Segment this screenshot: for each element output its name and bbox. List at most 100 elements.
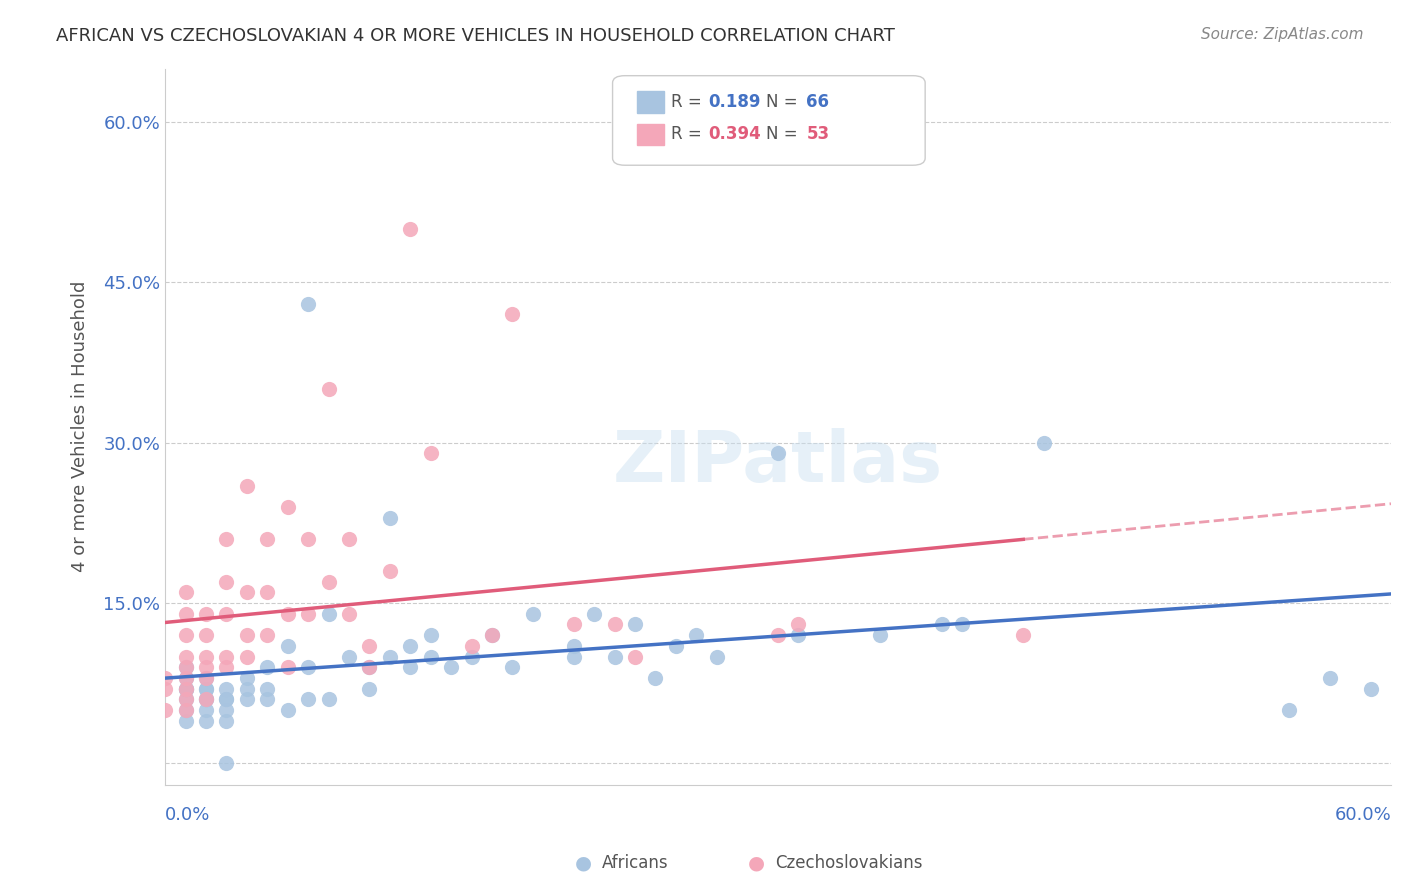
Point <box>318 574 340 589</box>
Point <box>297 660 319 674</box>
Point <box>1012 628 1035 642</box>
Point <box>277 639 299 653</box>
Point <box>297 692 319 706</box>
Point <box>603 649 626 664</box>
Point <box>194 703 217 717</box>
Point <box>1360 681 1382 696</box>
Point <box>174 671 197 685</box>
Point <box>481 628 503 642</box>
Text: ●: ● <box>748 854 765 873</box>
Point <box>215 692 238 706</box>
Point <box>501 660 523 674</box>
Point <box>766 446 789 460</box>
Point <box>562 617 585 632</box>
Point <box>174 660 197 674</box>
Point <box>194 714 217 728</box>
Point <box>256 532 278 546</box>
Point <box>501 308 523 322</box>
Point <box>174 681 197 696</box>
Point <box>174 660 197 674</box>
Point <box>685 628 707 642</box>
Point <box>359 660 381 674</box>
Point <box>153 703 176 717</box>
Point <box>174 692 197 706</box>
Point <box>174 649 197 664</box>
Point <box>665 639 688 653</box>
Point <box>194 692 217 706</box>
Point <box>277 607 299 621</box>
Point <box>194 692 217 706</box>
Point <box>215 649 238 664</box>
Point <box>256 628 278 642</box>
Point <box>1278 703 1301 717</box>
Point <box>153 681 176 696</box>
Point <box>869 628 891 642</box>
Text: 0.189: 0.189 <box>709 93 761 112</box>
Text: AFRICAN VS CZECHOSLOVAKIAN 4 OR MORE VEHICLES IN HOUSEHOLD CORRELATION CHART: AFRICAN VS CZECHOSLOVAKIAN 4 OR MORE VEH… <box>56 27 896 45</box>
Point <box>644 671 666 685</box>
Text: Source: ZipAtlas.com: Source: ZipAtlas.com <box>1201 27 1364 42</box>
Point <box>215 681 238 696</box>
Point <box>174 607 197 621</box>
Point <box>174 681 197 696</box>
Point <box>194 607 217 621</box>
Text: N =: N = <box>766 93 803 112</box>
Text: R =: R = <box>672 126 707 144</box>
Point <box>624 649 647 664</box>
Point <box>256 660 278 674</box>
Point <box>522 607 544 621</box>
Point <box>236 628 259 642</box>
Point <box>603 617 626 632</box>
Point <box>277 660 299 674</box>
Point <box>460 639 482 653</box>
Point <box>318 607 340 621</box>
Point <box>950 617 973 632</box>
Point <box>236 649 259 664</box>
Text: 60.0%: 60.0% <box>1334 806 1391 824</box>
Text: R =: R = <box>672 93 707 112</box>
Point <box>931 617 953 632</box>
Point <box>787 628 810 642</box>
Point <box>174 703 197 717</box>
Point <box>337 607 360 621</box>
Text: 53: 53 <box>806 126 830 144</box>
Point <box>236 585 259 599</box>
Point <box>256 681 278 696</box>
Point <box>419 628 441 642</box>
Point <box>256 585 278 599</box>
Point <box>562 649 585 664</box>
Point <box>194 671 217 685</box>
Point <box>174 714 197 728</box>
Point <box>194 681 217 696</box>
Point <box>297 607 319 621</box>
Point <box>337 532 360 546</box>
Point <box>787 617 810 632</box>
Point <box>194 692 217 706</box>
Point <box>236 478 259 492</box>
Point <box>194 628 217 642</box>
Text: ZIPatlas: ZIPatlas <box>613 428 943 497</box>
Point <box>215 692 238 706</box>
Bar <box>637 124 664 145</box>
Text: 0.0%: 0.0% <box>165 806 211 824</box>
Point <box>378 510 401 524</box>
Text: Czechoslovakians: Czechoslovakians <box>775 855 922 872</box>
Point <box>318 382 340 396</box>
Point <box>378 649 401 664</box>
Point <box>215 714 238 728</box>
Point <box>359 681 381 696</box>
Point <box>215 532 238 546</box>
Point <box>215 703 238 717</box>
Point <box>337 649 360 664</box>
Point <box>624 617 647 632</box>
Point <box>194 660 217 674</box>
Point <box>1319 671 1341 685</box>
Point <box>1032 435 1054 450</box>
Text: ●: ● <box>575 854 592 873</box>
Point <box>215 574 238 589</box>
Text: N =: N = <box>766 126 803 144</box>
Point <box>706 649 728 664</box>
Point <box>174 692 197 706</box>
Point <box>174 585 197 599</box>
Y-axis label: 4 or more Vehicles in Household: 4 or more Vehicles in Household <box>72 281 89 573</box>
